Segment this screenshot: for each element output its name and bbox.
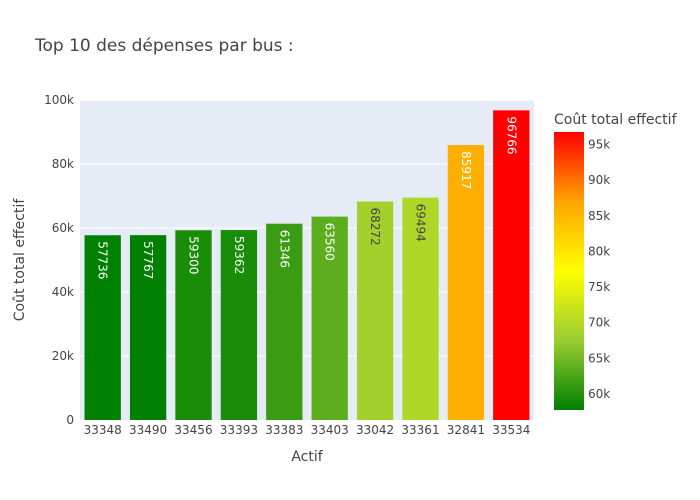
x-tick-label: 33042 [356,423,394,437]
y-tick-label: 100k [44,93,74,107]
y-tick-label: 80k [52,157,74,171]
bar [493,110,530,420]
bar-value-label: 57736 [96,241,110,279]
bar-value-label: 59300 [187,236,201,274]
x-tick-label: 33393 [220,423,258,437]
bar-value-label: 63560 [323,223,337,261]
chart-title: Top 10 des dépenses par bus : [34,36,294,56]
bar [266,223,303,420]
y-axis-label: Coût total effectif [12,198,28,322]
colorbar-ticks: 60k 65k 70k 75k 80k 85k 90k 95k [588,138,610,401]
bars: 57736 57767 59300 59362 61346 63560 68272 69494… [84,110,530,420]
y-tick-label: 60k [52,221,74,235]
bar-value-label: 61346 [277,230,291,268]
colorbar-tick-label: 80k [588,244,610,258]
x-tick-label: 33456 [174,423,212,437]
y-tick-label: 40k [52,285,74,299]
colorbar-tick-label: 75k [588,280,610,294]
x-tick-label: 33383 [265,423,303,437]
bar [84,235,121,420]
x-tick-label: 33490 [129,423,167,437]
colorbar-title: Coût total effectif [554,112,678,128]
colorbar-tick-label: 95k [588,138,610,152]
x-tick-label: 33403 [311,423,349,437]
y-axis-ticks: 0 20k 40k 60k 80k 100k [44,93,74,427]
colorbar-tick-label: 65k [588,351,610,365]
bar-value-label: 69494 [414,204,428,242]
bar [129,235,167,420]
bar-value-label: 96766 [504,116,518,154]
colorbar-tick-label: 90k [588,173,610,187]
bar [356,201,394,420]
bar [402,197,439,420]
bar-value-label: 68272 [368,208,382,246]
x-tick-label: 32841 [447,423,485,437]
x-tick-label: 33361 [401,423,439,437]
y-tick-label: 0 [66,413,74,427]
colorbar [554,132,584,410]
bar [447,145,485,420]
colorbar-tick-label: 60k [588,387,610,401]
x-tick-label: 33348 [84,423,122,437]
bar [220,230,258,420]
colorbar-tick-label: 70k [588,316,610,330]
bar [311,216,348,420]
x-axis-ticks: 33348 33490 33456 33393 33383 33403 33042 33361… [84,423,531,437]
y-tick-label: 20k [52,349,74,363]
bar [175,230,212,420]
x-axis-label: Actif [291,449,323,465]
x-tick-label: 33534 [492,423,530,437]
bar-value-label: 59362 [232,236,246,274]
colorbar-tick-label: 85k [588,209,610,223]
bar-value-label: 57767 [141,241,155,279]
bar-value-label: 85917 [459,151,473,189]
